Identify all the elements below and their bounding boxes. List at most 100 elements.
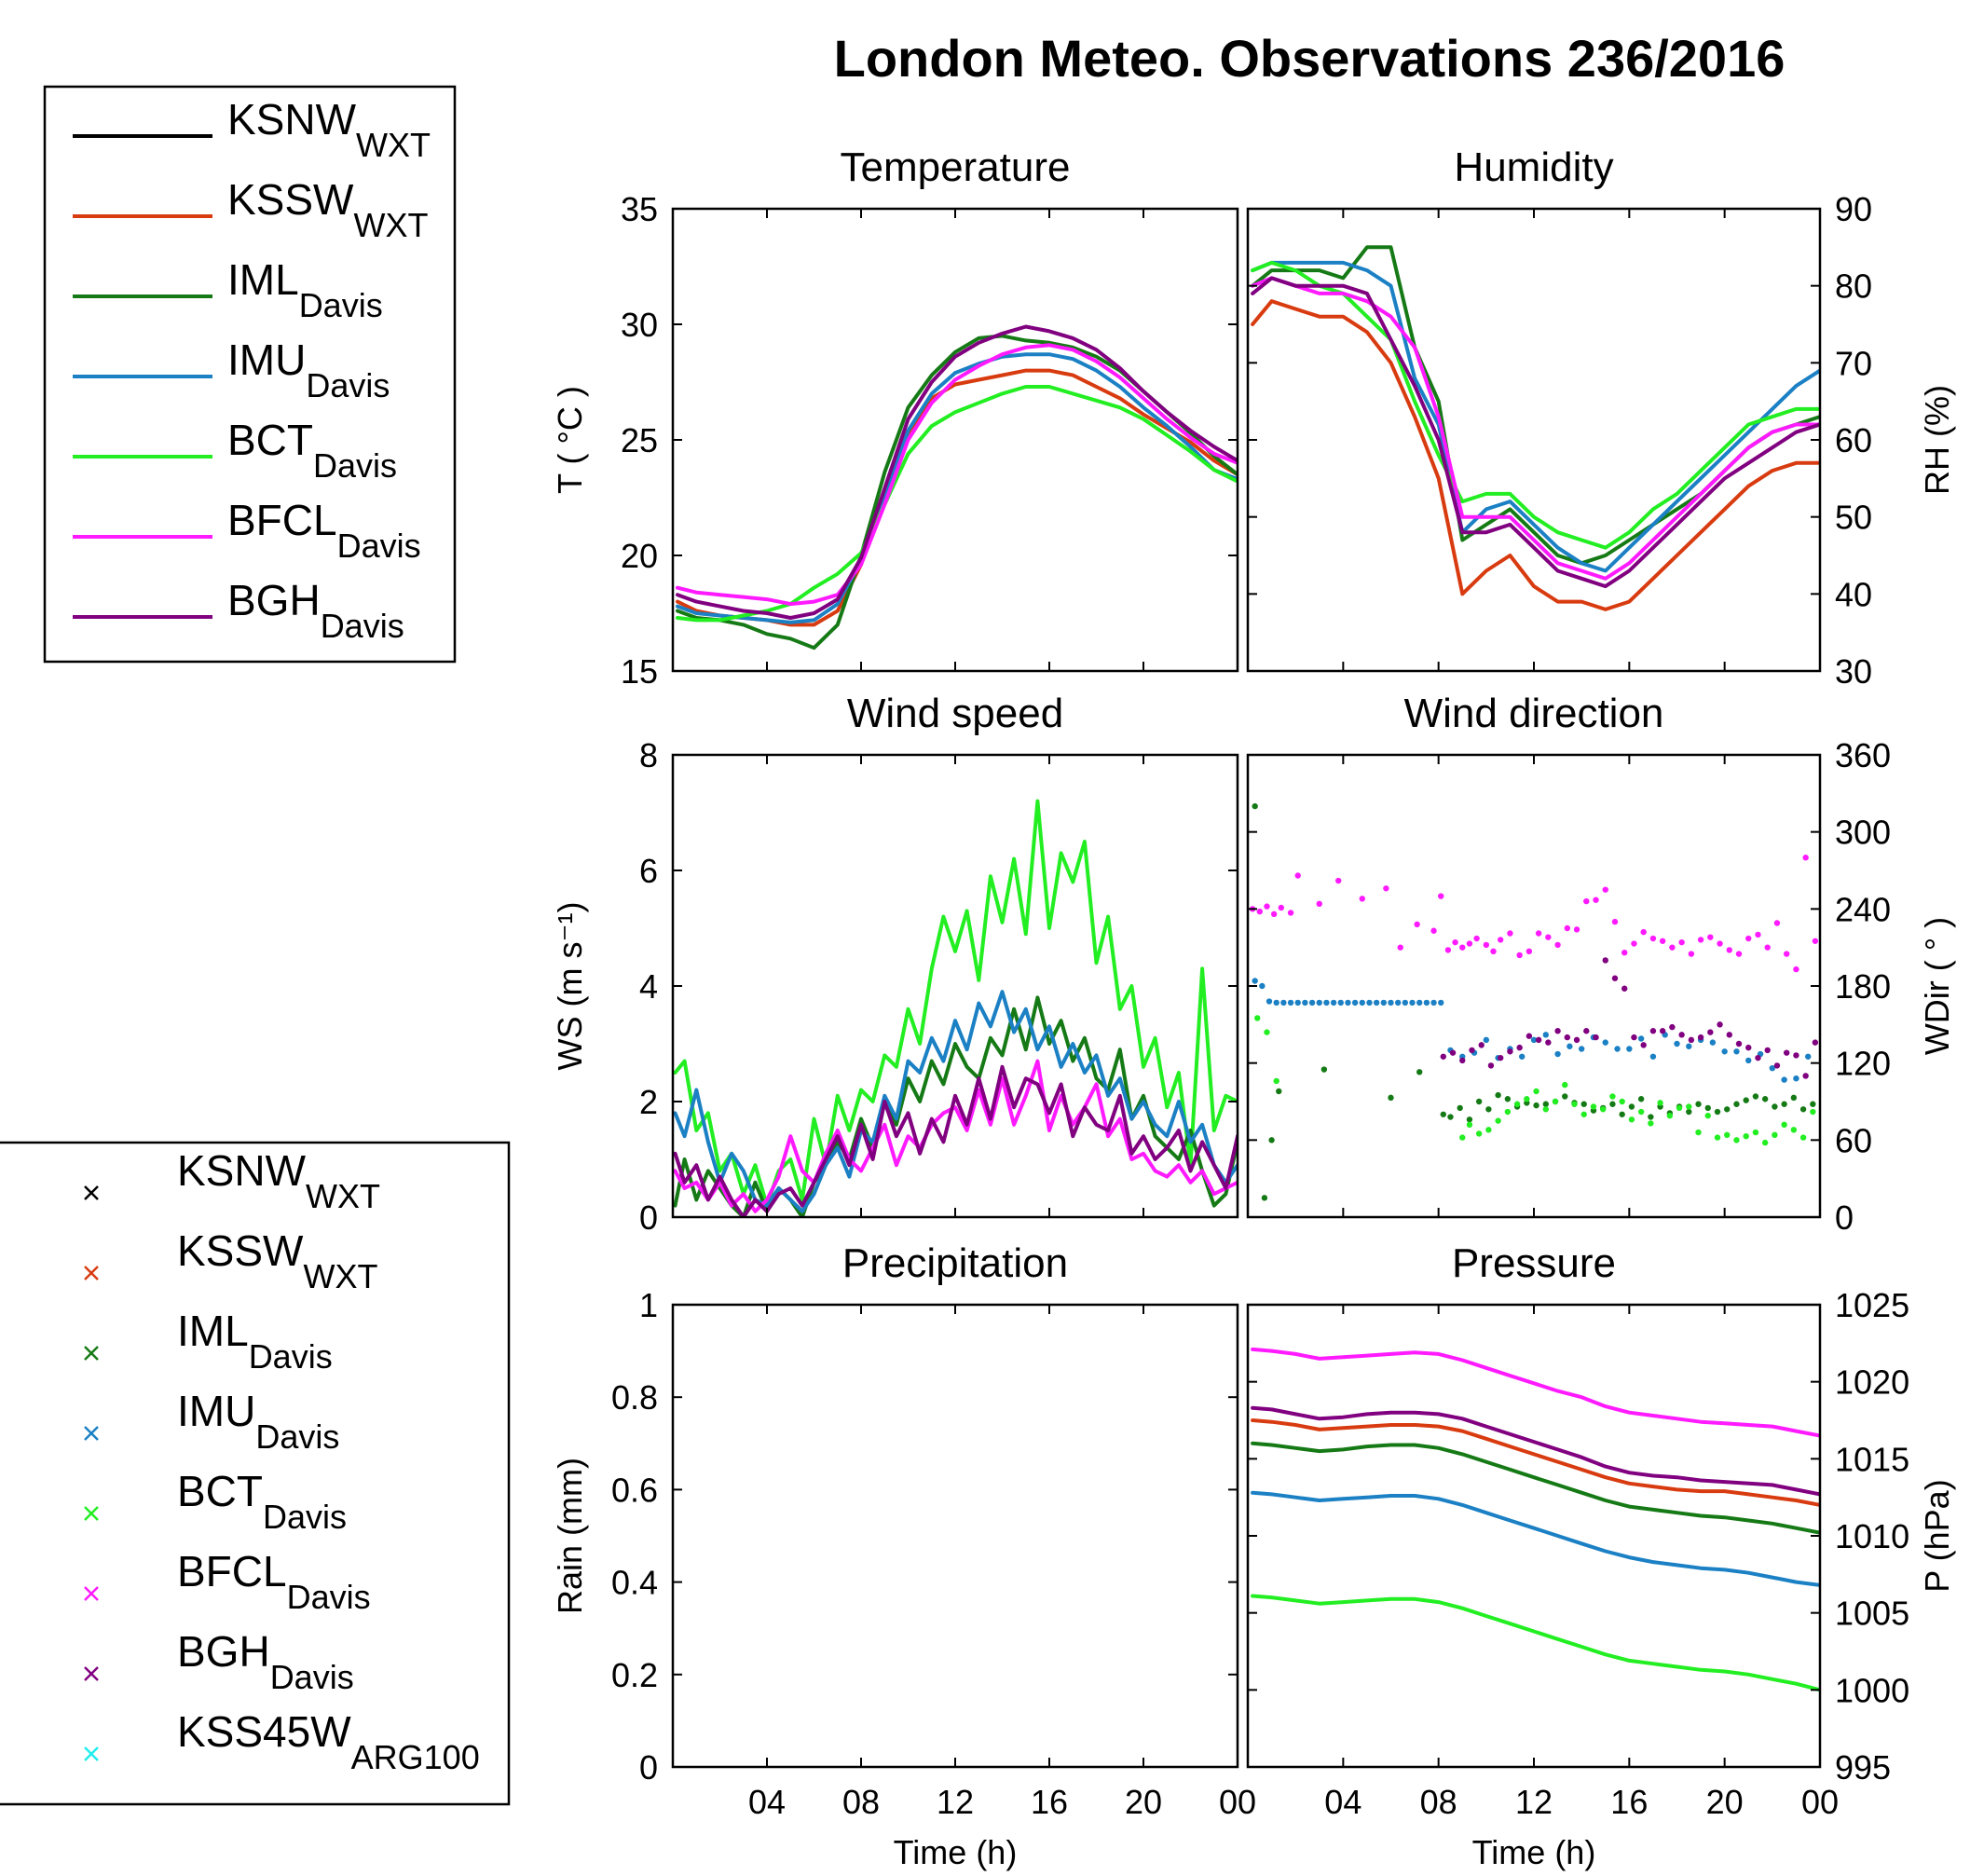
point-iml bbox=[1447, 1114, 1454, 1120]
legend-label: KSS45WARG100 bbox=[177, 1707, 480, 1776]
panel-title: Pressure bbox=[1452, 1240, 1616, 1286]
point-bgh bbox=[1735, 1040, 1743, 1048]
point-bgh bbox=[1602, 957, 1608, 964]
point-imu bbox=[1287, 999, 1294, 1006]
y-tick-label: 300 bbox=[1835, 814, 1891, 852]
point-bgh bbox=[1611, 975, 1619, 981]
point-bfcl bbox=[1659, 938, 1666, 944]
point-iml bbox=[1686, 1108, 1692, 1116]
x-tick-label: 12 bbox=[1515, 1783, 1553, 1821]
point-imu bbox=[1733, 1048, 1740, 1055]
point-imu bbox=[1351, 999, 1359, 1006]
point-bgh bbox=[1449, 1049, 1457, 1056]
point-bct bbox=[1533, 1088, 1539, 1095]
point-bfcl bbox=[1270, 911, 1278, 918]
point-bct bbox=[1648, 1120, 1654, 1127]
y-tick-label: 1000 bbox=[1835, 1671, 1909, 1709]
axes-frame bbox=[1246, 1303, 1822, 1769]
point-bgh bbox=[1554, 1028, 1561, 1034]
point-bct bbox=[1657, 1100, 1663, 1106]
legend-marker-kss45w bbox=[84, 1746, 99, 1761]
x-tick-label: 16 bbox=[1610, 1783, 1648, 1821]
point-bct bbox=[1495, 1117, 1501, 1124]
point-bfcl bbox=[1473, 935, 1480, 942]
panel-humidity: Humidity 30 40 50 60 70 80 90 RH (%) bbox=[1246, 144, 1956, 691]
x-tick-label: 12 bbox=[937, 1783, 974, 1821]
point-imu bbox=[1337, 999, 1344, 1006]
point-imu bbox=[1252, 978, 1258, 984]
point-bgh bbox=[1783, 1049, 1790, 1056]
point-iml bbox=[1743, 1097, 1749, 1103]
legend-subscript: Davis bbox=[287, 1578, 371, 1616]
point-bct bbox=[1504, 1108, 1512, 1116]
point-bfcl bbox=[1444, 947, 1452, 953]
point-bfcl bbox=[1669, 944, 1676, 951]
legend-name: BGH bbox=[227, 576, 321, 624]
legend-subscript: WXT bbox=[356, 126, 431, 164]
legend-label: BGHDavis bbox=[227, 576, 404, 645]
axes-frame bbox=[671, 1303, 1239, 1769]
point-imu bbox=[1423, 999, 1430, 1006]
point-imu bbox=[1259, 982, 1266, 990]
point-bgh bbox=[1631, 1034, 1637, 1041]
point-bgh bbox=[1717, 1021, 1723, 1028]
legend-subscript: WXT bbox=[306, 1177, 380, 1215]
point-iml bbox=[1781, 1101, 1787, 1107]
point-bfcl bbox=[1717, 940, 1723, 947]
point-bct bbox=[1772, 1131, 1778, 1139]
point-bfcl bbox=[1593, 897, 1599, 903]
legend-name: KSNW bbox=[177, 1146, 307, 1195]
point-iml bbox=[1440, 1111, 1446, 1117]
point-bct bbox=[1790, 1127, 1798, 1133]
legend-label: IMLDavis bbox=[177, 1307, 333, 1376]
panel-title: Wind speed bbox=[847, 691, 1063, 736]
point-imu bbox=[1394, 999, 1402, 1006]
data-layer bbox=[673, 799, 1238, 1217]
point-bgh bbox=[1516, 1044, 1523, 1051]
legend-marker-ksnw bbox=[84, 1185, 99, 1200]
y-tick-label: 1020 bbox=[1835, 1363, 1909, 1402]
x-tick-label: 20 bbox=[1125, 1783, 1162, 1821]
point-iml bbox=[1733, 1101, 1740, 1107]
y-axis-label: T ( °C ) bbox=[551, 386, 589, 494]
point-bfcl bbox=[1611, 918, 1619, 925]
marker-stroke bbox=[84, 1506, 99, 1521]
axes-frame bbox=[1246, 753, 1822, 1219]
y-tick-label: 1015 bbox=[1835, 1440, 1909, 1478]
point-iml bbox=[1752, 1093, 1759, 1100]
marker-stroke bbox=[84, 1586, 99, 1601]
point-bfcl bbox=[1526, 948, 1533, 954]
point-iml bbox=[1799, 1106, 1807, 1113]
legend-subscript: Davis bbox=[313, 446, 397, 485]
point-imu bbox=[1649, 1053, 1657, 1060]
point-bgh bbox=[1545, 1039, 1552, 1046]
point-bgh bbox=[1745, 1044, 1752, 1051]
legend-marker-bgh bbox=[84, 1666, 99, 1681]
legend-subscript: Davis bbox=[263, 1498, 347, 1536]
y-tick-label: 0.6 bbox=[611, 1471, 658, 1509]
x-tick-label: 16 bbox=[1031, 1783, 1068, 1821]
point-iml bbox=[1562, 1093, 1568, 1100]
point-bgh bbox=[1640, 1042, 1647, 1048]
y-tick-label: 0.4 bbox=[611, 1564, 658, 1602]
y-tick-label: 1 bbox=[639, 1286, 658, 1324]
point-bfcl bbox=[1707, 934, 1714, 940]
point-bfcl bbox=[1383, 885, 1389, 892]
y-axis-label: WDir ( ° ) bbox=[1918, 917, 1956, 1055]
point-imu bbox=[1380, 999, 1388, 1006]
legend-box bbox=[43, 85, 457, 664]
point-imu bbox=[1637, 1035, 1645, 1042]
point-bgh bbox=[1469, 1047, 1475, 1054]
point-bfcl bbox=[1490, 948, 1497, 954]
point-imu bbox=[1578, 1046, 1585, 1052]
point-bgh bbox=[1678, 1032, 1685, 1038]
point-bgh bbox=[1573, 1036, 1580, 1044]
panel-wind-direction: Wind direction 0 60 120 180 240 300 360 WDir ( °… bbox=[1246, 691, 1956, 1237]
point-bgh bbox=[1726, 1032, 1732, 1038]
point-bgh bbox=[1564, 1034, 1571, 1041]
marker-stroke bbox=[84, 1666, 99, 1681]
point-iml bbox=[1475, 1098, 1483, 1105]
y-tick-label: 0 bbox=[639, 1198, 658, 1237]
y-tick-label: 80 bbox=[1835, 267, 1872, 306]
point-bfcl bbox=[1414, 921, 1420, 928]
